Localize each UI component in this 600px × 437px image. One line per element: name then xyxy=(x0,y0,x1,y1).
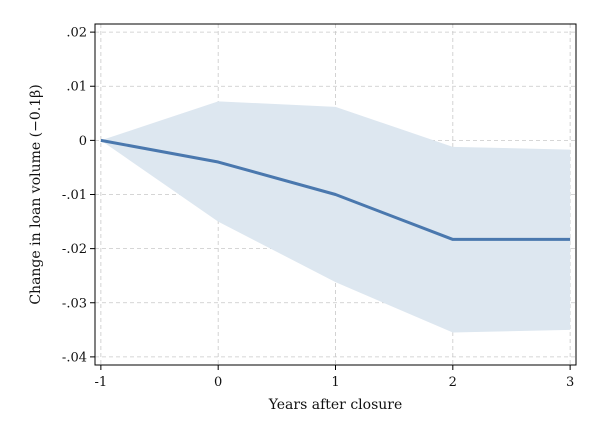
series-line xyxy=(100,138,571,241)
y-tick-label: .02 xyxy=(66,26,87,41)
x-tick-label: 0 xyxy=(214,375,222,390)
y-tick-label: 0 xyxy=(79,134,87,149)
y-tick-label: -.04 xyxy=(62,350,87,365)
y-tick-label: -.02 xyxy=(62,242,87,257)
x-axis-label: Years after closure xyxy=(268,397,403,413)
x-tick-label: 1 xyxy=(331,375,339,390)
x-tick-label: 3 xyxy=(566,375,574,390)
x-tick-label: -1 xyxy=(95,375,108,390)
y-tick-label: -.03 xyxy=(62,296,87,311)
x-tick-label: 2 xyxy=(449,375,457,390)
y-axis-label: Change in loan volume (−0.1β) xyxy=(28,84,44,304)
ticks: .02 .01 0 -.01 -.02 -.03 -.04 -1 0 1 2 3 xyxy=(62,26,574,390)
y-tick-label: .01 xyxy=(66,80,87,95)
y-tick-label: -.01 xyxy=(62,188,87,203)
confidence-band xyxy=(100,101,571,333)
